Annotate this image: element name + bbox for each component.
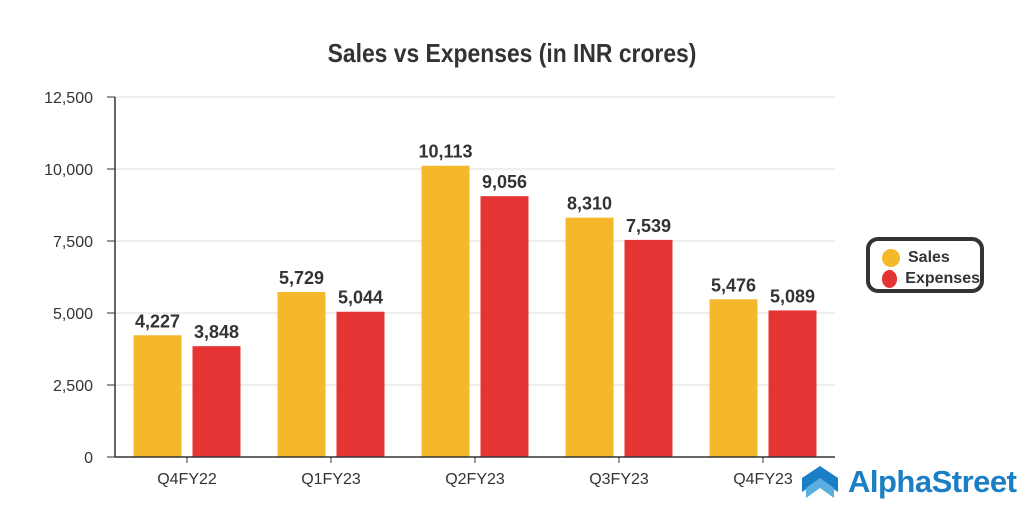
bar-sales [421,165,470,457]
data-label: 7,539 [626,216,671,236]
logo-text: AlphaStreet [848,464,1017,499]
y-tick-label: 10,000 [44,162,93,179]
legend-label: Sales [908,248,950,266]
data-label: 8,310 [567,194,612,214]
data-label: 3,848 [194,322,239,342]
data-label: 10,113 [418,142,472,162]
bar-expenses [768,310,817,457]
legend: Sales Expenses [866,237,984,293]
bar-expenses [624,239,673,457]
legend-item-sales: Sales [882,247,980,268]
x-tick-label: Q3FY23 [589,471,649,488]
y-tick-label: 0 [84,450,93,467]
y-tick-label: 5,000 [53,306,93,323]
bar-sales [133,335,182,457]
y-tick-label: 12,500 [44,90,93,107]
bar-expenses [192,346,241,457]
x-tick-label: Q1FY23 [301,471,361,488]
data-label: 5,729 [279,268,324,288]
bar-expenses [480,196,529,457]
data-label: 5,089 [770,286,815,306]
data-label: 4,227 [135,311,180,331]
sales-swatch [882,248,900,267]
y-tick-label: 7,500 [53,234,93,251]
chart-title: Sales vs Expenses (in INR crores) [327,38,697,68]
y-tick-label: 2,500 [53,378,93,395]
expenses-swatch [882,269,898,288]
legend-label: Expenses [905,269,980,287]
x-tick-label: Q2FY23 [445,471,505,488]
bar-sales [565,217,614,457]
data-label: 5,044 [338,288,383,308]
data-label: 9,056 [482,172,527,192]
data-label: 5,476 [711,275,756,295]
bar-sales [277,292,326,457]
bar-expenses [336,311,385,457]
x-tick-label: Q4FY22 [157,471,217,488]
alphastreet-logo: AlphaStreet [800,464,1017,500]
x-tick-label: Q4FY23 [733,471,793,488]
bar-sales [709,299,758,457]
legend-item-expenses: Expenses [882,268,980,289]
alphastreet-chevron-icon [802,466,838,498]
